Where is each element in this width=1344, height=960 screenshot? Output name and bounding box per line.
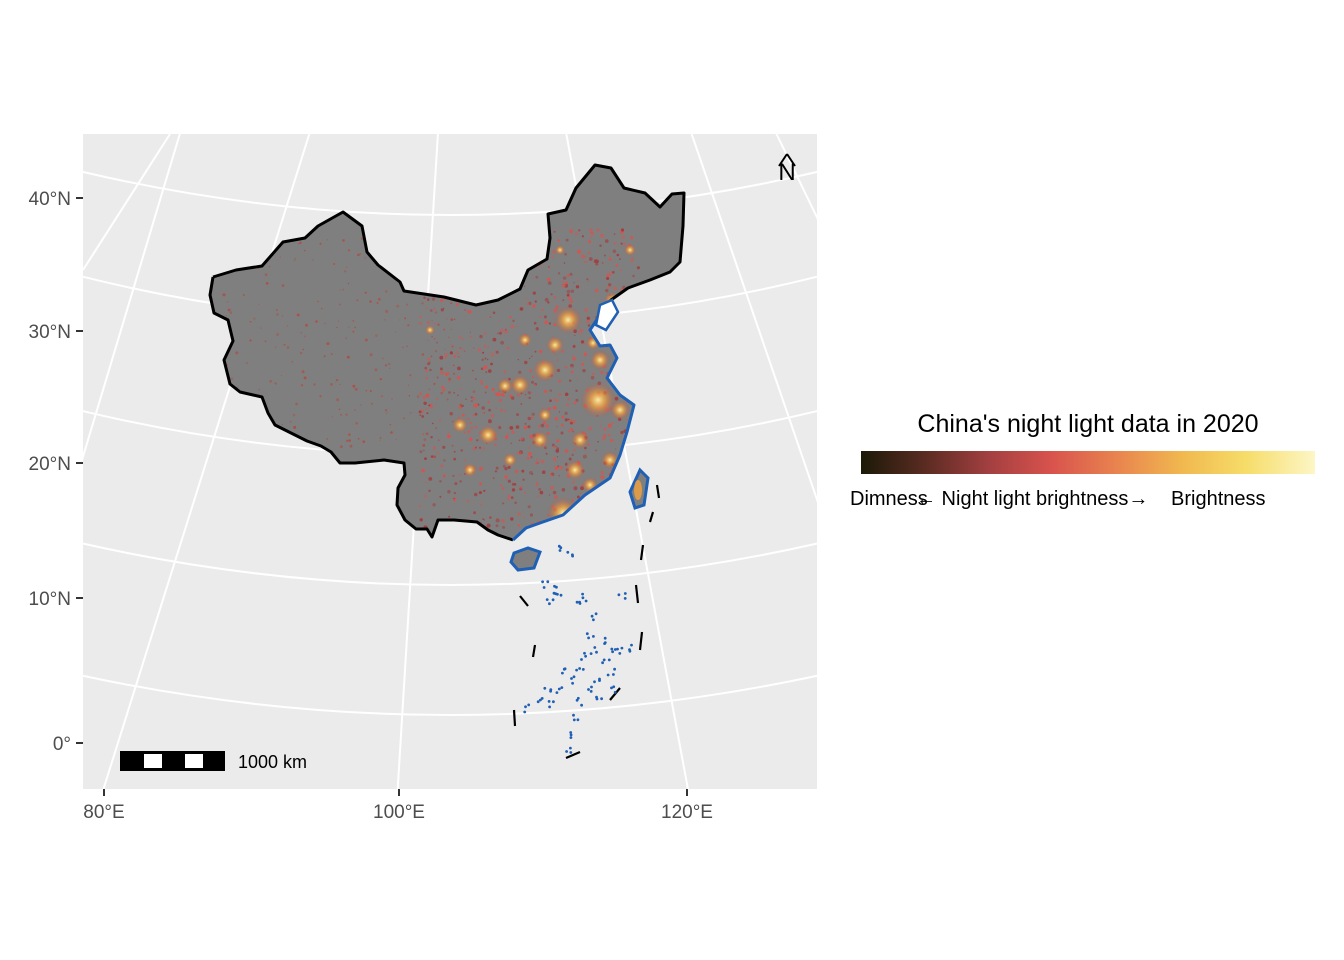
china-land-border (212, 163, 686, 316)
north-arrow-icon (778, 153, 796, 167)
china-land-fill (210, 165, 684, 540)
lat-label-40n: 40°N (29, 189, 71, 210)
meridian-130e (690, 134, 817, 503)
south-sea-islands (523, 544, 633, 754)
legend-label-brightness: Brightness (1171, 488, 1266, 510)
meridian-60e (83, 134, 171, 271)
china-land-border-south (208, 276, 514, 542)
scale-bar-label: 1000 km (238, 752, 307, 772)
meridian-70e (83, 134, 181, 461)
north-arrow-label: N (778, 159, 795, 186)
legend-label-middle: ← Night light brightness→ (916, 488, 1148, 510)
meridian-140e (775, 134, 817, 220)
parallel-40n (83, 170, 817, 216)
nine-dash-line (512, 484, 661, 760)
lon-label-120e: 120°E (661, 802, 713, 823)
meridian-80e (102, 134, 311, 789)
parallel-10n (83, 542, 817, 586)
parallel-0 (83, 674, 817, 716)
scale-bar: 1000 km (120, 751, 307, 772)
lon-label-100e: 100°E (373, 802, 425, 823)
lat-label-10n: 10°N (29, 589, 71, 610)
taiwan-glow (634, 480, 642, 500)
legend-title: China's night light data in 2020 (917, 410, 1258, 438)
legend: China's night light data in 2020 Dimness… (850, 410, 1315, 510)
hainan-island (509, 546, 542, 572)
lon-label-80e: 80°E (83, 802, 124, 823)
lat-label-0: 0° (53, 734, 71, 755)
legend-colorbar (861, 451, 1315, 474)
north-arrow: N (778, 153, 796, 186)
y-axis: 40°N 30°N 20°N 10°N 0° (29, 189, 83, 755)
x-axis: 80°E 100°E 120°E (83, 789, 713, 823)
legend-label-dimness: Dimness (850, 488, 928, 510)
china-landmass (208, 163, 686, 572)
bohai-bay (594, 298, 620, 332)
coastline (511, 314, 636, 542)
lat-label-20n: 20°N (29, 454, 71, 475)
lat-label-30n: 30°N (29, 322, 71, 343)
